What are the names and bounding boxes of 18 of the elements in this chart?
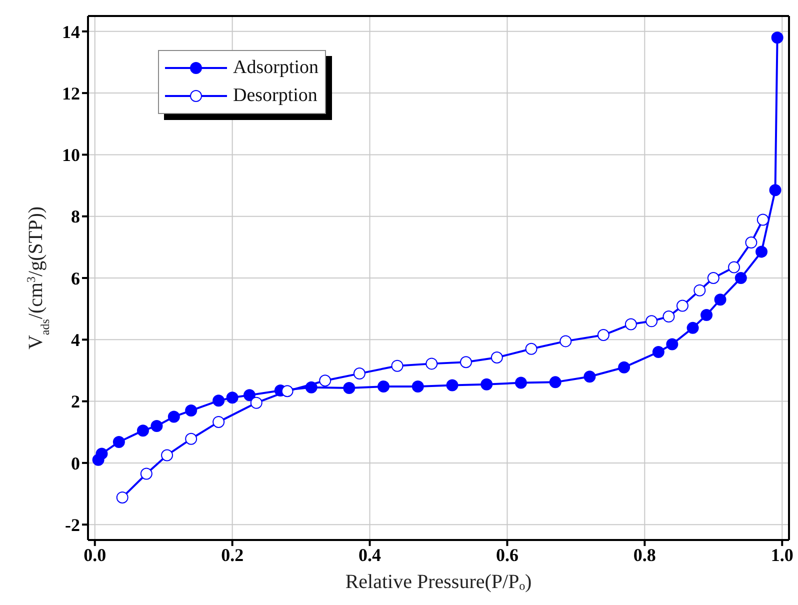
- y-tick-label: 0: [71, 453, 80, 474]
- x-axis-title: Relative Pressure(P/Pₒ): [345, 571, 532, 593]
- y-tick-label: 12: [62, 83, 80, 104]
- x-tick-label: 0.0: [84, 544, 106, 565]
- y-tick-label: 14: [62, 22, 80, 42]
- y-tick-label: 8: [71, 206, 80, 227]
- x-tick-label: 0.2: [221, 544, 244, 565]
- y-tick-label: 6: [71, 268, 80, 288]
- x-tick-label: 1.0: [770, 544, 794, 565]
- legend-label: Adsorption: [233, 57, 318, 79]
- y-tick-label: 10: [62, 145, 80, 166]
- y-tick-label: 4: [71, 330, 80, 350]
- x-tick-label: 0.8: [633, 544, 656, 565]
- x-tick-label: 0.6: [496, 544, 518, 565]
- x-tick-label: 0.4: [358, 544, 382, 565]
- legend-label: Desorption: [233, 85, 318, 107]
- y-tick-label: -2: [65, 514, 80, 535]
- y-tick-label: 2: [71, 392, 80, 412]
